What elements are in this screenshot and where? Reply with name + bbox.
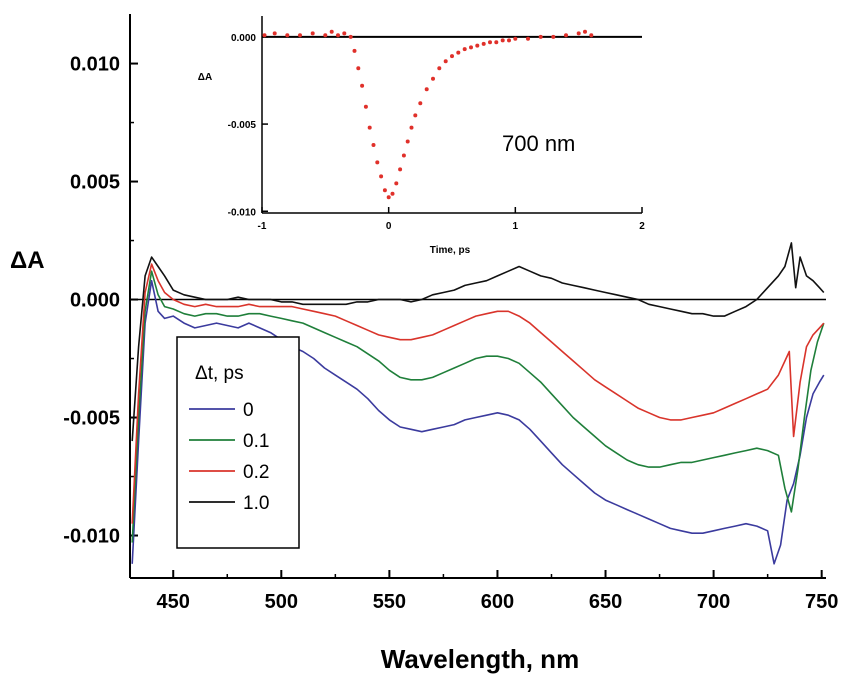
inset-data-point — [450, 54, 454, 59]
inset-data-point — [336, 33, 340, 38]
inset-data-point — [390, 191, 395, 196]
inset-data-point — [507, 38, 511, 43]
x-tick-label: 700 — [697, 591, 730, 613]
inset-data-point — [475, 43, 480, 48]
inset-data-point — [437, 66, 442, 71]
y-tick-label: 0.000 — [70, 290, 120, 312]
inset-data-point — [551, 34, 556, 39]
inset-data-point — [375, 160, 380, 165]
x-tick-label: 500 — [265, 591, 298, 613]
inset-data-point — [494, 40, 499, 45]
inset-data-point — [443, 59, 448, 64]
y-tick-label: -0.005 — [63, 408, 120, 430]
inset-data-point — [310, 31, 315, 36]
series-line-0 — [131, 279, 825, 565]
inset-y-tick-label: -0.005 — [228, 120, 257, 131]
inset-data-point — [513, 36, 518, 41]
inset-data-point — [418, 101, 423, 106]
series-line-1-0 — [131, 242, 825, 442]
legend: Δt, ps 0 0.1 0.2 1.0 — [176, 336, 300, 549]
inset-data-point — [298, 33, 302, 38]
inset-data-point — [342, 31, 347, 36]
inset-x-axis-title: Time, ps — [430, 245, 471, 256]
y-tick-label: -0.010 — [63, 526, 120, 548]
inset-data-point — [356, 66, 361, 71]
legend-title: Δt, ps — [195, 363, 244, 384]
inset-data-point — [500, 38, 505, 43]
y-tick-label: 0.010 — [70, 54, 120, 76]
inset-data-point — [398, 167, 403, 172]
inset-data-point — [564, 33, 568, 38]
inset-data-point — [589, 33, 594, 38]
legend-entry: 1.0 — [243, 493, 269, 514]
inset-data-point — [469, 45, 473, 50]
inset-data-point — [538, 34, 543, 39]
x-tick-label: 450 — [157, 591, 190, 613]
series-line-0-1 — [131, 270, 825, 543]
inset-data-point — [272, 31, 277, 36]
x-axis-title: Wavelength, nm — [381, 644, 579, 674]
inset-data-point — [367, 125, 372, 130]
inset-data-point — [371, 143, 376, 147]
inset-data-point — [576, 31, 581, 36]
inset-x-tick-label: 0 — [386, 221, 392, 232]
legend-entry: 0.2 — [243, 462, 269, 483]
inset-data-point — [329, 29, 334, 34]
inset-data-point — [262, 33, 267, 38]
inset-x-tick-label: -1 — [258, 221, 267, 232]
x-tick-label: 600 — [481, 591, 514, 613]
legend-box — [176, 336, 300, 549]
y-axis-title: ΔA — [10, 247, 45, 274]
inset-data-point — [352, 48, 357, 53]
inset-plot: -1 0 1 2 0.000 -0.005 -0.010 — [228, 16, 645, 232]
inset-data-point — [382, 188, 387, 193]
inset-annotation: 700 nm — [502, 131, 575, 156]
inset-data-point — [424, 87, 429, 92]
inset-data-point — [285, 33, 290, 38]
inset-data-point — [488, 40, 492, 45]
inset-data-point — [526, 36, 530, 41]
inset-data-point — [413, 113, 418, 118]
inset-data-point — [386, 195, 391, 200]
inset-data-point — [360, 83, 365, 88]
x-tick-label: 550 — [373, 591, 406, 613]
inset-data-point — [409, 125, 414, 130]
inset-data-point — [379, 174, 384, 179]
x-tick-label: 650 — [589, 591, 622, 613]
inset-data-point — [405, 139, 410, 144]
inset-data-point — [431, 76, 435, 81]
inset-x-tick-label: 1 — [513, 221, 519, 232]
y-tick-label: 0.005 — [70, 172, 120, 194]
inset-data-point — [323, 33, 328, 38]
inset-data-point — [583, 29, 587, 34]
inset-data-point — [401, 153, 406, 158]
legend-entry: 0.1 — [243, 431, 269, 452]
inset-background — [262, 16, 642, 213]
x-tick-label: 750 — [805, 591, 838, 613]
legend-entry: 0 — [243, 400, 254, 421]
inset-data-point — [462, 47, 467, 52]
inset-data-point — [394, 181, 399, 186]
inset-y-axis-title: ΔA — [198, 72, 212, 83]
inset-x-tick-label: 2 — [639, 221, 645, 232]
inset-data-point — [348, 34, 353, 39]
inset-data-point — [363, 104, 368, 109]
inset-y-tick-label: 0.000 — [231, 33, 256, 44]
inset-y-tick-label: -0.010 — [228, 207, 257, 218]
inset-data-point — [481, 41, 486, 46]
main-plot: 450 500 550 600 650 700 750 -0.010 -0.005 0.000 0.… — [63, 14, 838, 613]
inset-data-point — [456, 50, 461, 55]
series-line-0-2 — [131, 263, 825, 524]
